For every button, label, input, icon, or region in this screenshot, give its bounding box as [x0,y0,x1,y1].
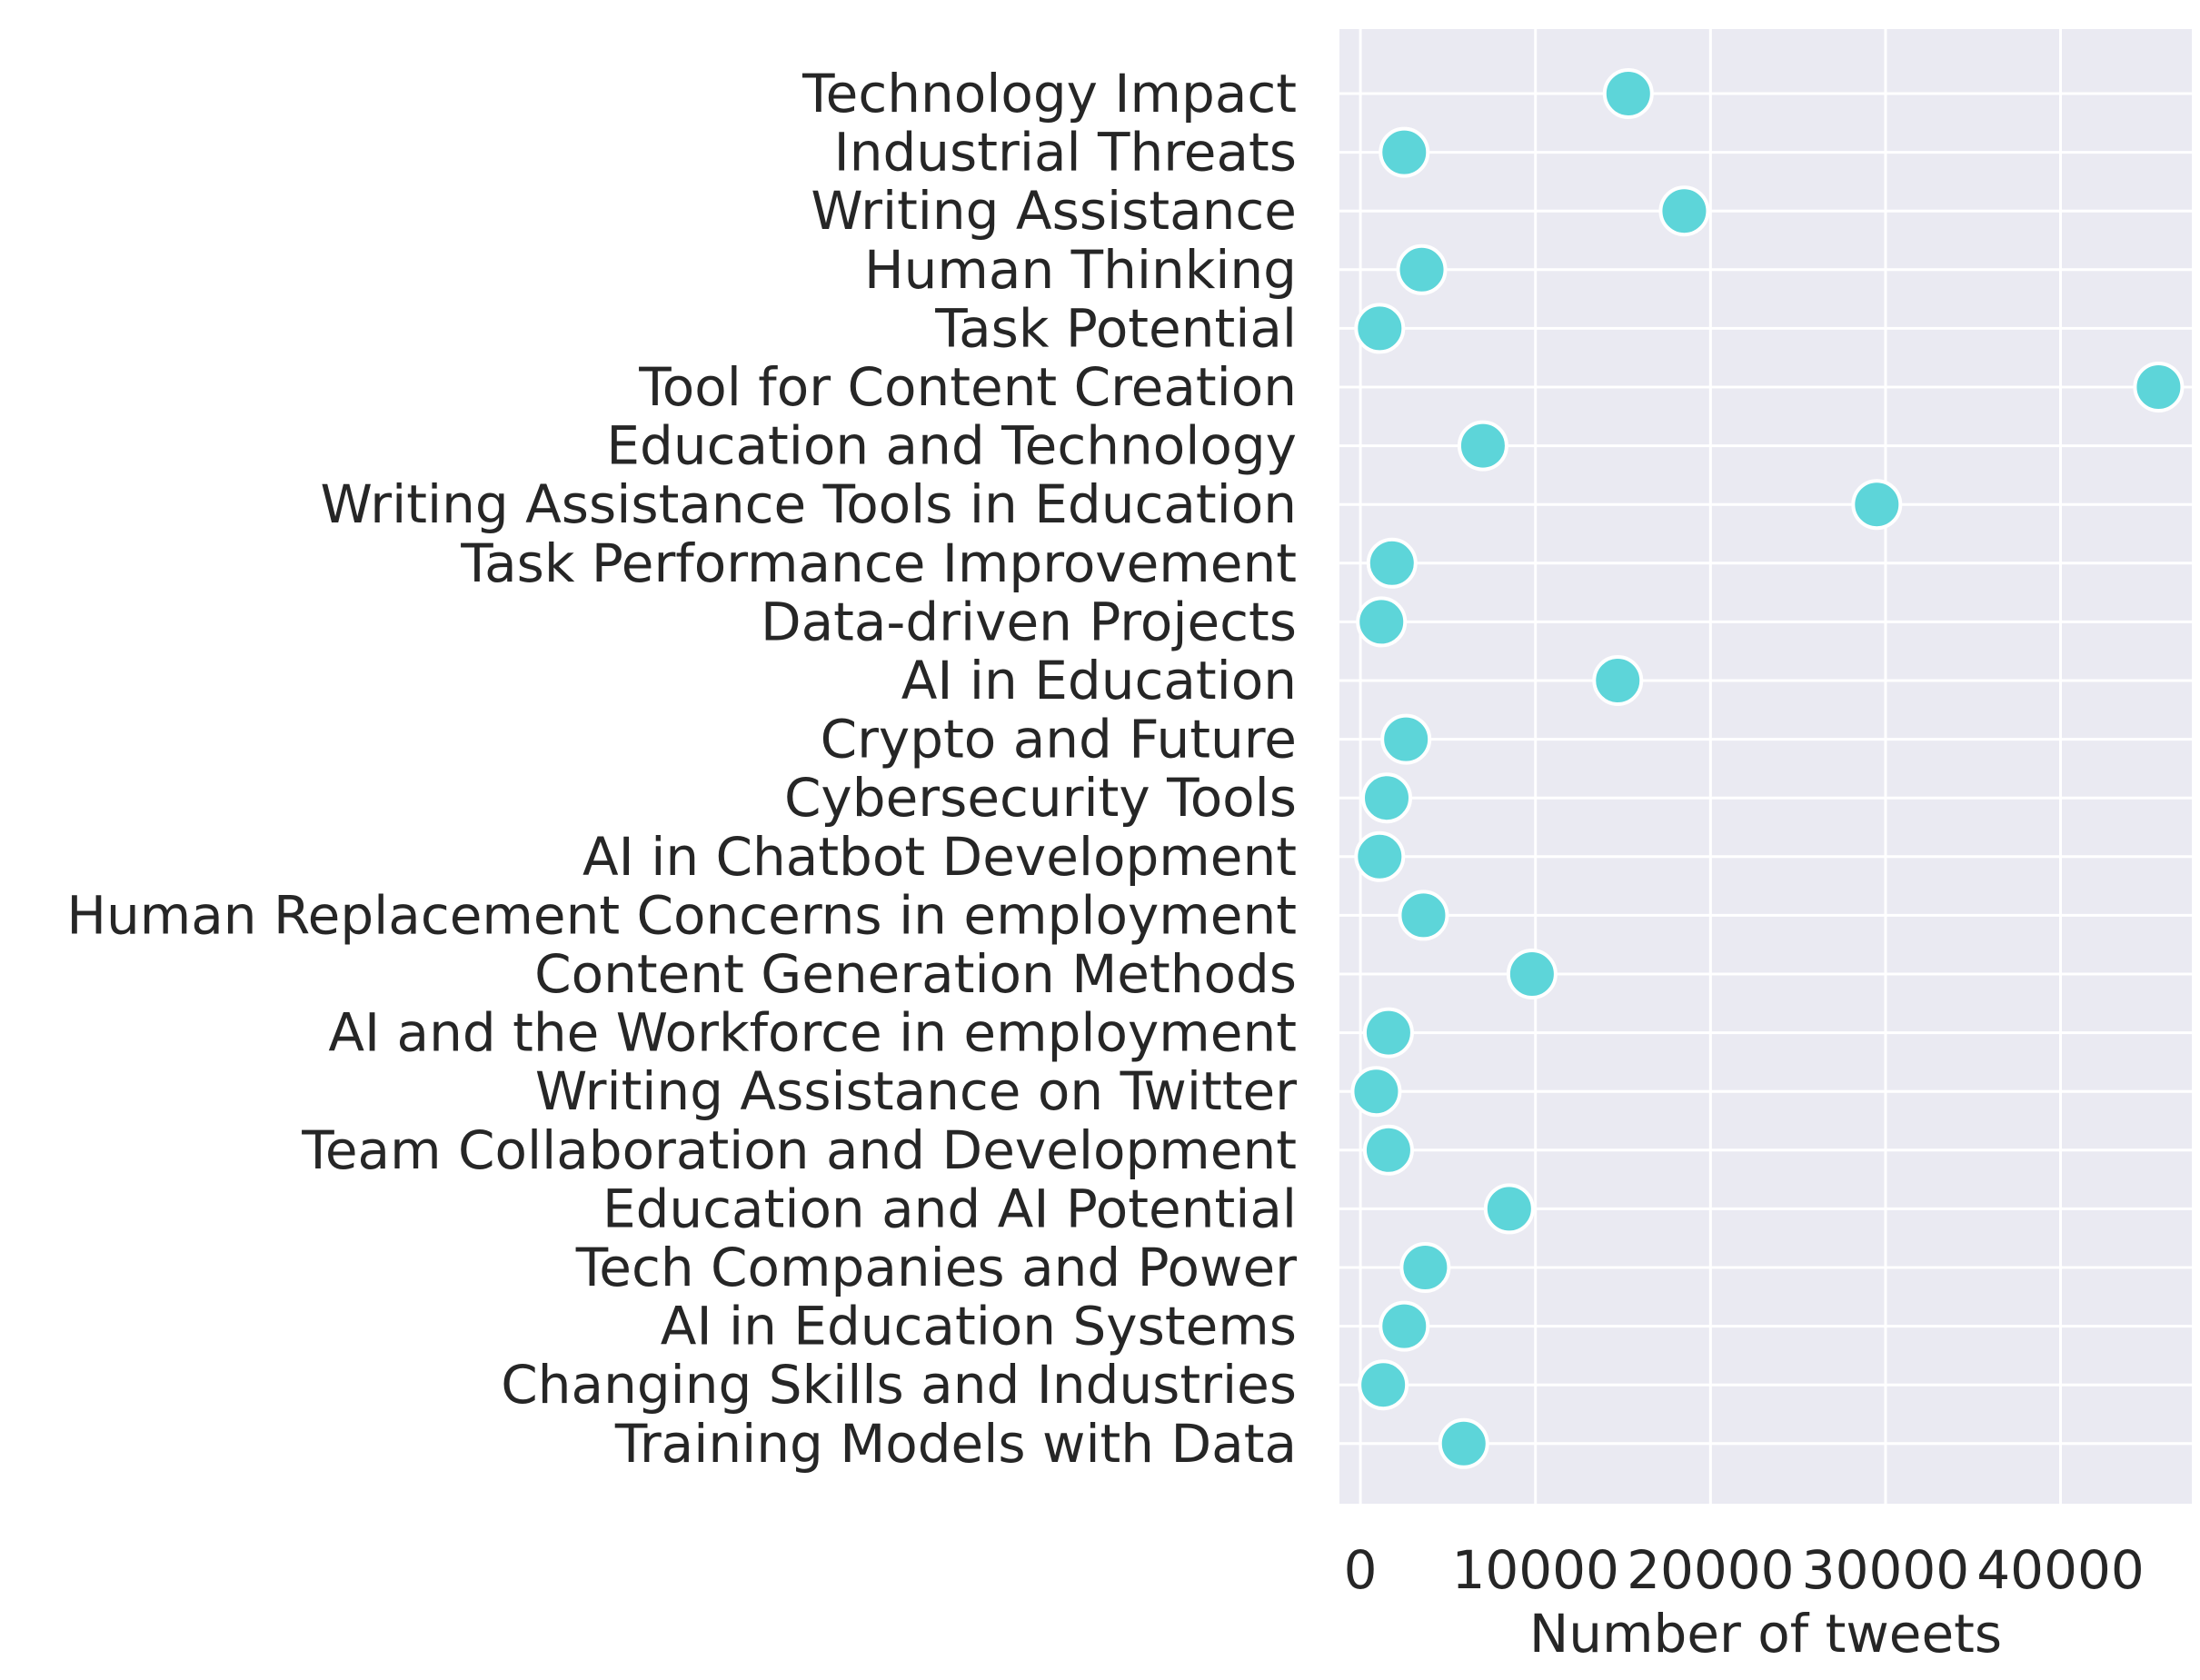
y-tick-label: Cybersecurity Tools [784,767,1297,829]
x-tick-label: 10000 [1451,1539,1619,1601]
y-tick-label: Team Collaboration and Development [301,1119,1297,1181]
data-point [1379,126,1430,178]
data-point [1354,303,1406,354]
y-tick-label: Human Thinking [864,239,1297,301]
data-points [1350,68,2185,1469]
data-point [1356,596,1408,648]
y-tick-label: Education and Technology [606,415,1297,477]
data-point [1366,537,1418,589]
data-point [1483,1183,1535,1235]
data-point [1379,1300,1430,1352]
y-tick-label: Education and AI Potential [602,1178,1297,1239]
x-gridlines [1359,29,2063,1504]
plot-background [1339,29,2192,1504]
x-tick-label: 20000 [1627,1539,1795,1601]
y-tick-label: Industrial Threats [834,122,1297,184]
x-tick-label: 30000 [1802,1539,1970,1601]
y-tick-label: Task Performance Improvement [460,532,1297,594]
y-tick-label: Tool for Content Creation [638,356,1297,418]
data-point [2133,362,2185,413]
data-point [1506,949,1558,999]
data-point [1457,420,1508,472]
data-point [1592,655,1644,706]
y-tick-label: Task Potential [934,297,1297,359]
data-point [1438,1417,1489,1469]
data-point [1354,830,1406,882]
y-tick-label: AI and the Workforce in employment [328,1002,1297,1064]
y-tick-label: Content Generation Methods [534,943,1297,1005]
data-point [1398,890,1449,941]
data-point [1658,185,1710,237]
data-point [1399,1242,1451,1293]
data-point [1361,772,1413,824]
y-tick-label: Technology Impact [801,63,1297,124]
x-tick-labels: 0 10000 20000 30000 40000 [1344,1539,2145,1601]
y-tick-label: Writing Assistance Tools in Education [321,473,1297,535]
data-point [1362,1007,1414,1059]
y-tick-label: Writing Assistance on Twitter [535,1060,1297,1122]
y-tick-label: Crypto and Future [821,709,1297,770]
data-point [1851,479,1903,531]
data-point [1350,1066,1402,1118]
y-tick-label: Data-driven Projects [761,591,1297,652]
x-tick-label: 0 [1344,1539,1378,1601]
y-tick-label: AI in Chatbot Development [582,826,1297,888]
data-point [1358,1359,1409,1411]
data-point [1362,1124,1414,1176]
x-axis-title: Number of tweets [1529,1603,2002,1665]
y-tick-label: Writing Assistance [811,180,1297,242]
data-point [1396,244,1448,295]
y-tick-label: Changing Skills and Industries [501,1354,1297,1416]
y-tick-label: Tech Companies and Power [575,1237,1297,1298]
data-point [1602,68,1654,119]
data-point [1380,713,1432,765]
y-tick-label: AI in Education [901,650,1297,711]
y-tick-label: Human Replacement Concerns in employment [66,884,1297,946]
x-tick-label: 40000 [1976,1539,2145,1601]
y-tick-label: Training Models with Data [614,1413,1297,1475]
y-tick-label: AI in Education Systems [661,1296,1297,1357]
